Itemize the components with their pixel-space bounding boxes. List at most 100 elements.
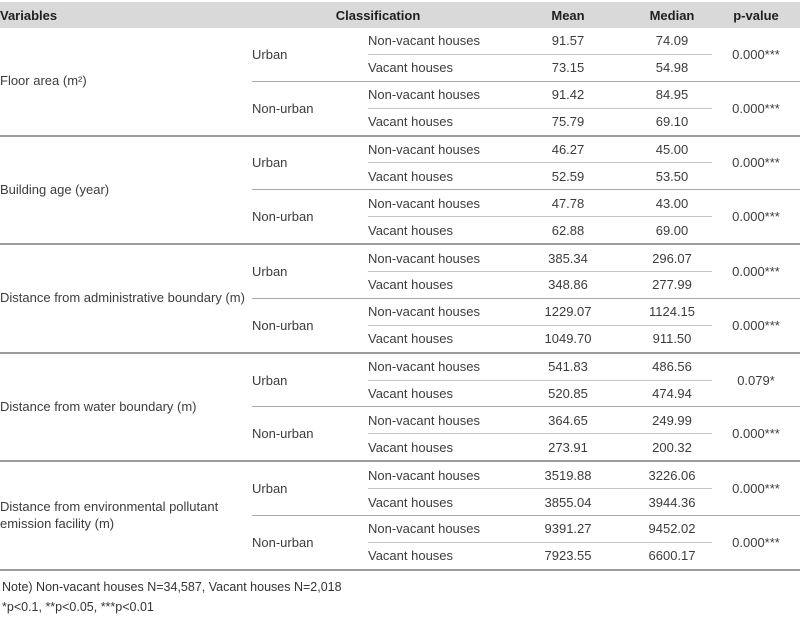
median-cell: 6600.17 xyxy=(632,542,712,571)
area-cell: Urban xyxy=(252,135,368,191)
mean-cell: 364.65 xyxy=(504,406,632,435)
house-type-cell: Non-vacant houses xyxy=(368,81,504,109)
mean-cell: 1049.70 xyxy=(504,325,632,354)
p-value-cell: 0.000*** xyxy=(712,515,800,571)
table-row: Vacant houses 3855.04 3944.36 xyxy=(0,488,800,517)
house-type-cell: Non-vacant houses xyxy=(368,298,504,326)
mean-cell: 62.88 xyxy=(504,216,632,246)
median-cell: 84.95 xyxy=(632,81,712,109)
header-p-value: p-value xyxy=(712,2,800,28)
table-row: Distance from water boundary (m) Urban N… xyxy=(0,352,800,463)
house-type-cell: Vacant houses xyxy=(368,325,504,354)
median-cell: 9452.02 xyxy=(632,515,712,543)
header-median: Median xyxy=(632,2,712,28)
house-type-cell: Vacant houses xyxy=(368,108,504,137)
house-type-cell: Vacant houses xyxy=(368,216,504,246)
variable-cell: Distance from administrative boundary (m… xyxy=(0,244,252,354)
median-cell: 911.50 xyxy=(632,325,712,354)
mean-cell: 1229.07 xyxy=(504,298,632,326)
mean-cell: 52.59 xyxy=(504,162,632,191)
p-value-cell: 0.000*** xyxy=(712,244,800,299)
house-type-cell: Vacant houses xyxy=(368,380,504,408)
area-cell: Urban xyxy=(252,352,368,408)
table-row: Vacant houses 7923.55 6600.17 xyxy=(0,542,800,571)
p-value-cell: 0.000*** xyxy=(712,189,800,246)
table-row: Vacant houses 75.79 69.10 xyxy=(0,108,800,137)
table-row: Distance from administrative boundary (m… xyxy=(0,244,800,354)
house-type-cell: Non-vacant houses xyxy=(368,244,504,273)
p-value-cell: 0.000*** xyxy=(712,28,800,82)
mean-cell: 520.85 xyxy=(504,380,632,408)
median-cell: 69.10 xyxy=(632,108,712,137)
house-type-cell: Vacant houses xyxy=(368,271,504,299)
variable-cell: Distance from water boundary (m) xyxy=(0,352,252,463)
mean-cell: 9391.27 xyxy=(504,515,632,543)
table-row: Non-urban Non-vacant houses 364.65 249.9… xyxy=(0,406,800,463)
table-row: Floor area (m²) Urban Non-vacant houses … xyxy=(0,28,800,137)
table-row: Non-urban Non-vacant houses 9391.27 9452… xyxy=(0,515,800,571)
mean-cell: 273.91 xyxy=(504,433,632,463)
mean-cell: 385.34 xyxy=(504,244,632,273)
area-cell: Non-urban xyxy=(252,298,368,354)
mean-cell: 541.83 xyxy=(504,352,632,381)
area-cell: Non-urban xyxy=(252,406,368,463)
p-value-cell: 0.000*** xyxy=(712,81,800,137)
median-cell: 486.56 xyxy=(632,352,712,381)
p-value-cell: 0.079* xyxy=(712,352,800,408)
house-type-cell: Vacant houses xyxy=(368,488,504,517)
house-type-cell: Vacant houses xyxy=(368,433,504,463)
median-cell: 277.99 xyxy=(632,271,712,299)
area-cell: Urban xyxy=(252,28,368,82)
significance-note: *p<0.1, **p<0.05, ***p<0.01 xyxy=(2,599,154,614)
median-cell: 200.32 xyxy=(632,433,712,463)
house-type-cell: Vacant houses xyxy=(368,542,504,571)
house-type-cell: Non-vacant houses xyxy=(368,461,504,490)
median-cell: 69.00 xyxy=(632,216,712,246)
table-row: Vacant houses 520.85 474.94 xyxy=(0,380,800,408)
mean-cell: 3519.88 xyxy=(504,461,632,490)
header-classification: Classification xyxy=(252,2,504,28)
p-value-cell: 0.000*** xyxy=(712,461,800,517)
table-row: Non-urban Non-vacant houses 1229.07 1124… xyxy=(0,298,800,354)
house-type-cell: Non-vacant houses xyxy=(368,515,504,543)
median-cell: 3944.36 xyxy=(632,488,712,517)
area-cell: Urban xyxy=(252,461,368,517)
p-value-cell: 0.000*** xyxy=(712,406,800,463)
area-cell: Non-urban xyxy=(252,189,368,246)
table-row: Building age (year) Urban Non-vacant hou… xyxy=(0,135,800,246)
variable-cell: Distance from environmental pollutant em… xyxy=(0,461,252,571)
variable-cell: Building age (year) xyxy=(0,135,252,246)
median-cell: 3226.06 xyxy=(632,461,712,490)
table-row: Vacant houses 273.91 200.32 xyxy=(0,433,800,463)
statistics-table: Variables Classification Mean Median p-v… xyxy=(0,2,800,571)
mean-cell: 348.86 xyxy=(504,271,632,299)
sample-size-note: Note) Non-vacant houses N=34,587, Vacant… xyxy=(2,579,342,594)
area-cell: Non-urban xyxy=(252,81,368,137)
table-notes: Note) Non-vacant houses N=34,587, Vacant… xyxy=(0,577,800,617)
mean-cell: 47.78 xyxy=(504,189,632,218)
table-row: Vacant houses 62.88 69.00 xyxy=(0,216,800,246)
table-row: Non-urban Non-vacant houses 91.42 84.95 … xyxy=(0,81,800,137)
median-cell: 74.09 xyxy=(632,28,712,55)
house-type-cell: Non-vacant houses xyxy=(368,135,504,164)
table-row: Vacant houses 73.15 54.98 xyxy=(0,54,800,82)
house-type-cell: Non-vacant houses xyxy=(368,406,504,435)
table-header-row: Variables Classification Mean Median p-v… xyxy=(0,2,800,28)
mean-cell: 46.27 xyxy=(504,135,632,164)
table-row: Vacant houses 348.86 277.99 xyxy=(0,271,800,299)
median-cell: 53.50 xyxy=(632,162,712,191)
mean-cell: 3855.04 xyxy=(504,488,632,517)
mean-cell: 7923.55 xyxy=(504,542,632,571)
mean-cell: 91.57 xyxy=(504,28,632,55)
table-row: Distance from environmental pollutant em… xyxy=(0,461,800,571)
house-type-cell: Non-vacant houses xyxy=(368,28,504,55)
header-variables: Variables xyxy=(0,2,252,28)
house-type-cell: Vacant houses xyxy=(368,54,504,82)
median-cell: 1124.15 xyxy=(632,298,712,326)
table-row: Non-urban Non-vacant houses 47.78 43.00 … xyxy=(0,189,800,246)
median-cell: 296.07 xyxy=(632,244,712,273)
table-row: Vacant houses 52.59 53.50 xyxy=(0,162,800,191)
median-cell: 474.94 xyxy=(632,380,712,408)
house-type-cell: Non-vacant houses xyxy=(368,352,504,381)
